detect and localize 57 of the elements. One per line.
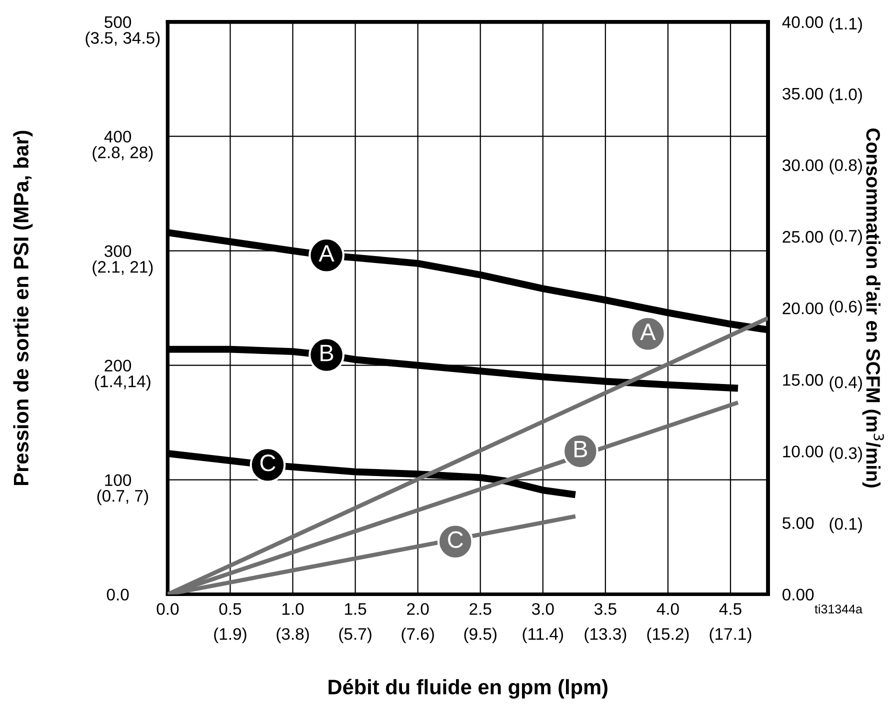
y2-tick-label: 5.00	[782, 517, 814, 529]
y2-tick-label: 10.00	[783, 446, 823, 458]
text: (3.5, 34.5)	[86, 32, 160, 48]
y3-tick-label: (0.6)	[830, 300, 862, 316]
y3-tick-label: (1.0)	[830, 88, 862, 104]
x2-tick-label: (15.2)	[647, 628, 689, 644]
y-tick-label: 100	[105, 474, 132, 486]
x2-tick-label: (11.4)	[522, 628, 564, 644]
annotation: C	[260, 454, 276, 472]
x-tick-label: 2.0	[407, 603, 429, 615]
x2-tick-label: (3.8)	[276, 628, 309, 644]
y2-tick-label: 20.00	[782, 302, 823, 314]
x2-tick-label: (1.9)	[214, 628, 246, 644]
x2-tick-label: (7.6)	[402, 628, 434, 644]
annotation: A	[640, 324, 656, 340]
y-tick-label: 200	[104, 360, 132, 372]
y-tick-label: 300	[104, 245, 132, 258]
text: (0.7, 7)	[97, 490, 148, 506]
x-axis-title: Débit du fluide en gpm (lpm)	[328, 678, 608, 699]
annotation: C	[448, 531, 463, 548]
y2-tick-label: 30.00	[782, 159, 823, 172]
annotation: A	[318, 245, 334, 262]
y2-tick-label: 0.00	[782, 588, 814, 601]
x-tick-label: 0.0	[156, 603, 179, 615]
y-tick-label: 400	[104, 130, 132, 143]
x2-tick-label: (17.1)	[710, 628, 752, 644]
x-tick-label: 3.0	[532, 603, 554, 615]
x2-tick-label: (13.3)	[584, 628, 626, 644]
y-tick-label: 0.0	[106, 588, 129, 601]
y3-tick-label: (1.1)	[830, 17, 862, 33]
y3-tick-label: (0.8)	[830, 158, 862, 174]
annotation: B	[320, 344, 334, 362]
y2-tick-label: 40.00	[782, 16, 823, 28]
x-tick-label: 1.5	[344, 603, 366, 615]
y2-tick-label: 15.00	[783, 374, 823, 386]
y-tick-label: 500	[104, 16, 132, 28]
y2-tick-label: 25.00	[782, 230, 823, 243]
x-tick-label: 0.5	[219, 603, 242, 615]
text: (1.4,14)	[94, 375, 150, 391]
text: ti31344a	[814, 604, 862, 614]
x-tick-label: 2.5	[470, 603, 492, 615]
y3-tick-label: (0.1)	[830, 518, 862, 534]
y2-tick-label: 35.00	[782, 88, 823, 100]
y3-tick-label: (0.4)	[830, 376, 862, 392]
x-tick-label: 4.0	[656, 603, 679, 615]
x2-tick-label: (9.5)	[464, 628, 496, 644]
y-axis-title: Pression de sortie en PSI (MPa, bar)	[13, 130, 33, 485]
y3-tick-label: (0.3)	[830, 446, 862, 462]
x-tick-label: 4.5	[719, 603, 742, 615]
text: (2.8, 28)	[92, 146, 153, 162]
x-tick-label: 3.5	[594, 603, 616, 615]
annotation: B	[574, 441, 588, 458]
y3-tick-label: (0.7)	[830, 230, 862, 246]
x2-tick-label: (5.7)	[339, 628, 372, 644]
x-tick-label: 1.0	[282, 603, 304, 615]
text: (2.1, 21)	[92, 260, 153, 276]
y2-axis-title: Consommation d'air en SCFM (m$^{3}$/min)	[862, 128, 884, 488]
